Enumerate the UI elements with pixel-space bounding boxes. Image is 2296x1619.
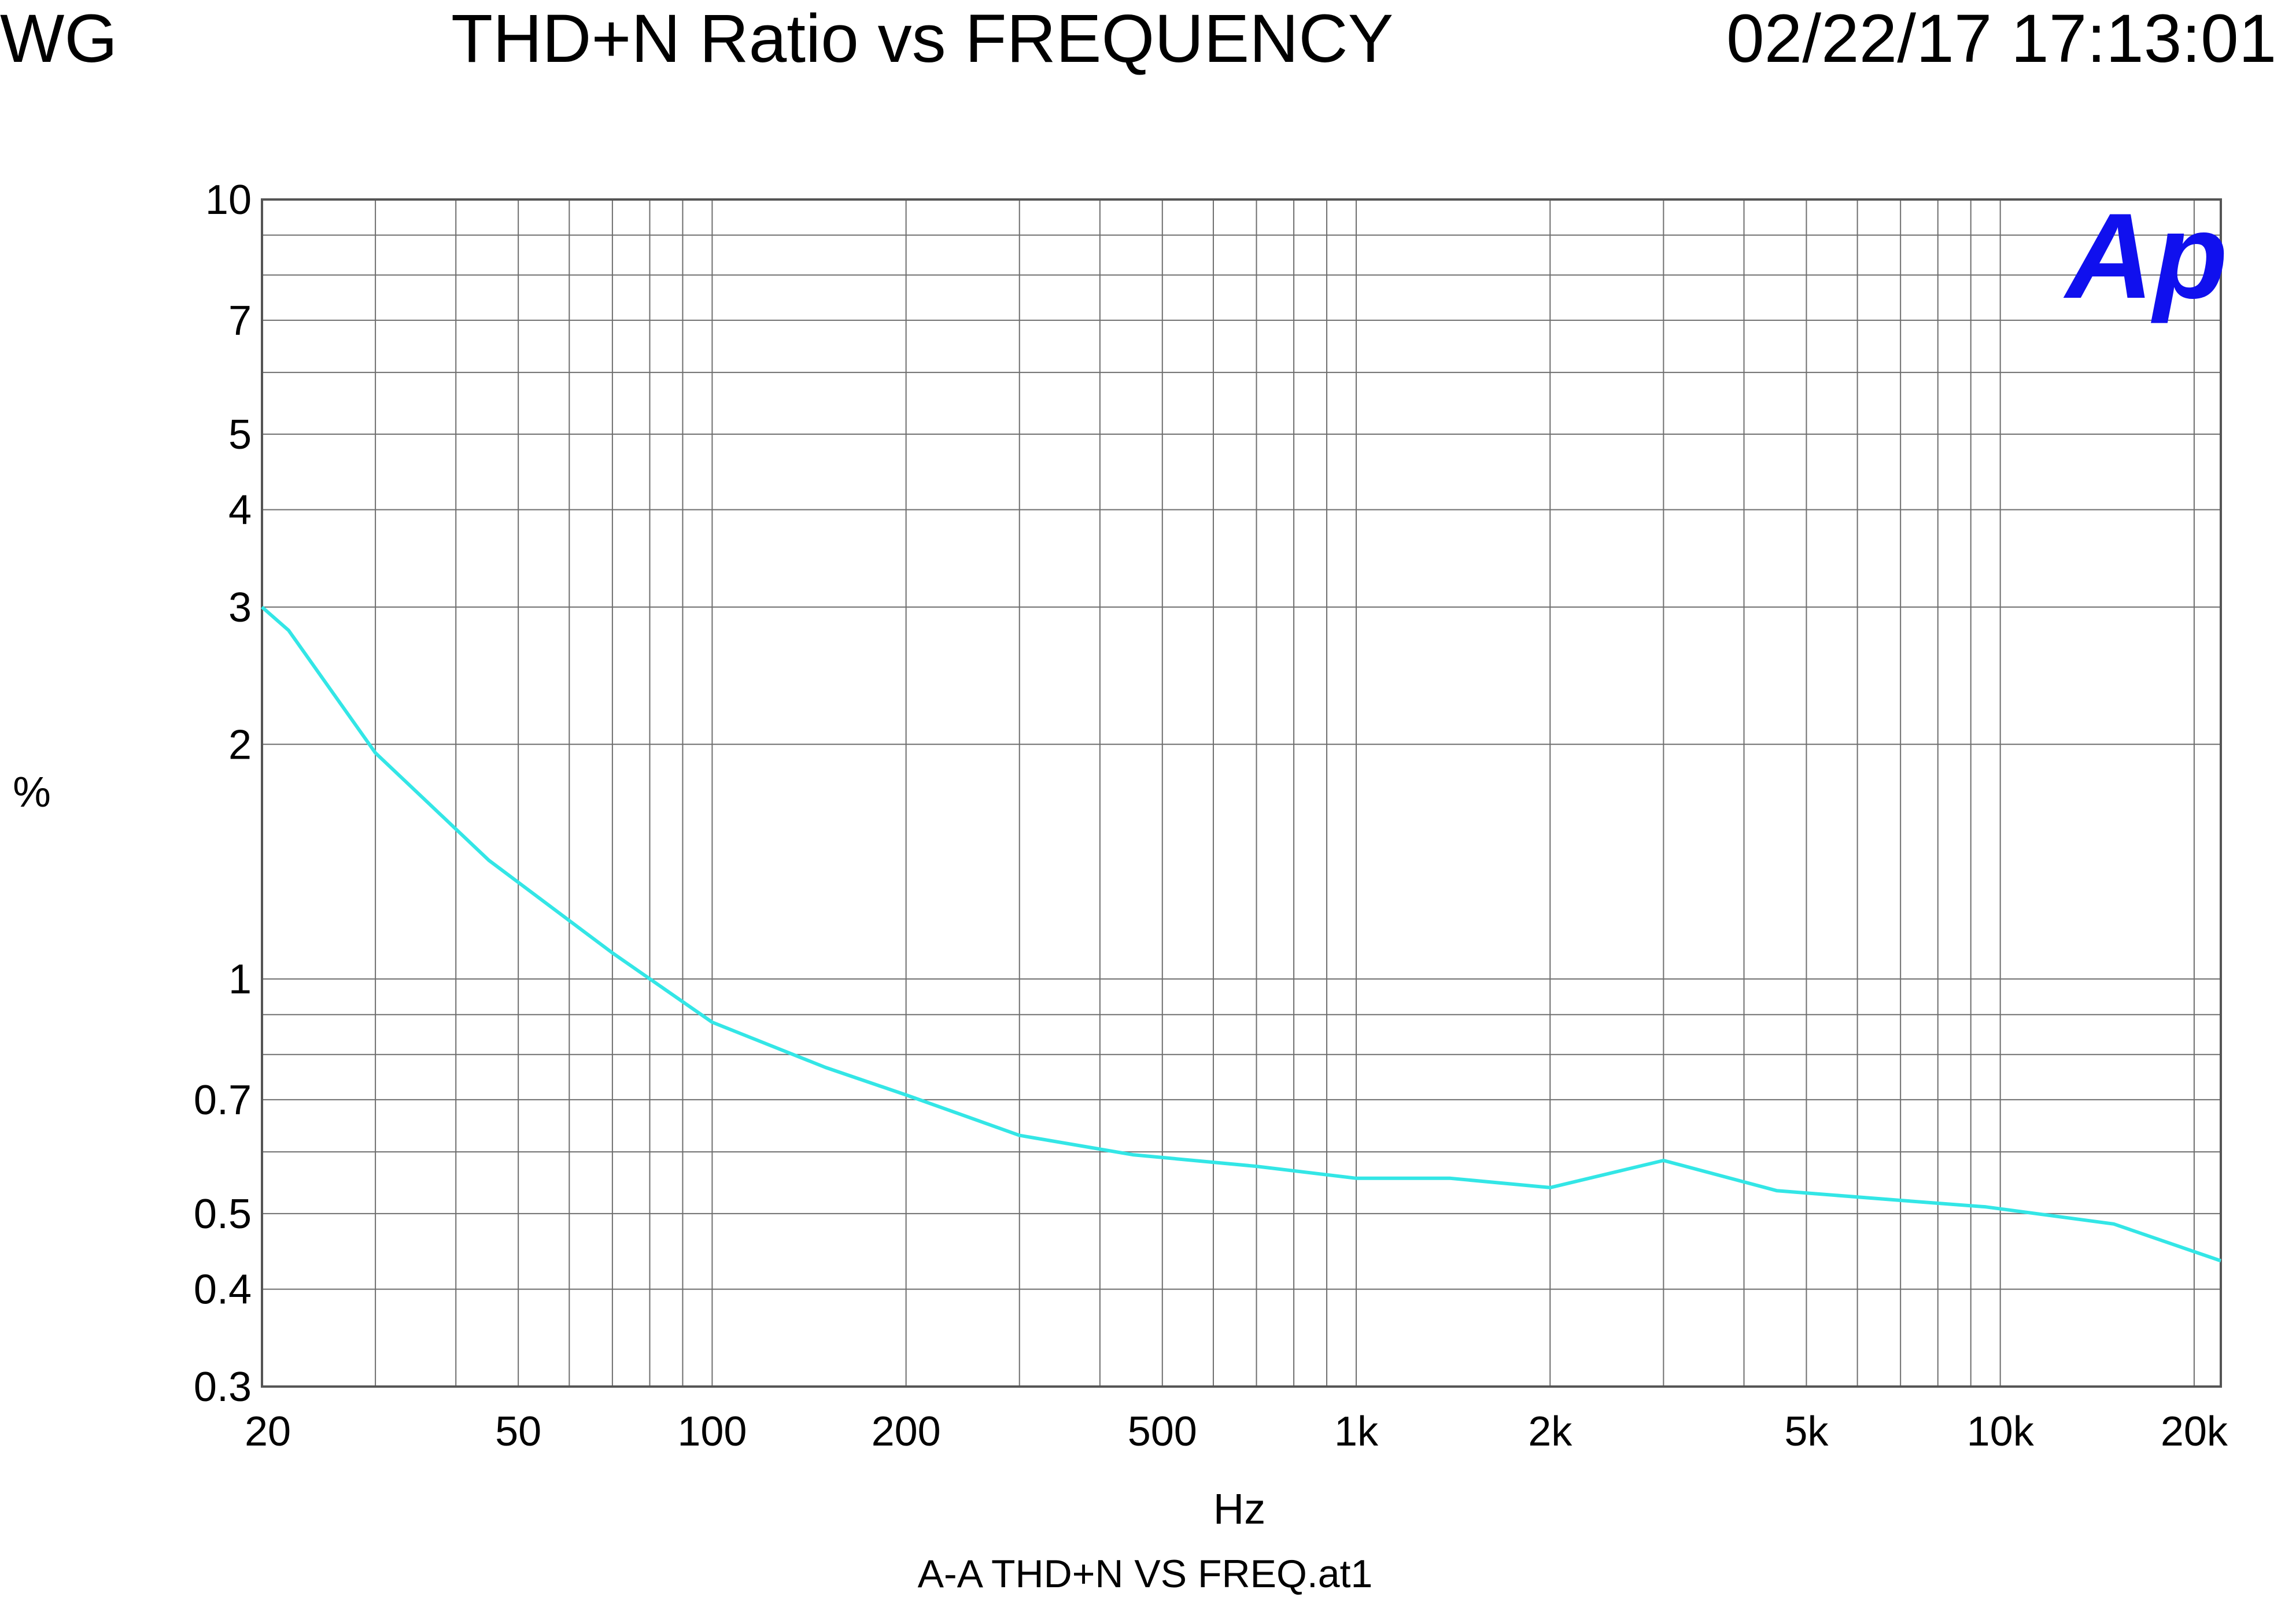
x-tick-label: 5k	[1784, 1409, 1829, 1455]
y-tick-label: 7	[228, 298, 252, 344]
y-tick-label: 2	[228, 722, 252, 768]
x-tick-label: 1k	[1334, 1409, 1379, 1455]
x-tick-labels: 20 50 100 200 500 1k 2k 5k 10k 20k	[245, 1409, 2228, 1455]
timestamp: 02/22/17 17:13:01	[1726, 1, 2277, 77]
y-tick-label: 10	[205, 177, 252, 223]
y-tick-label: 1	[228, 956, 252, 1003]
y-axis-label: %	[13, 768, 51, 816]
x-tick-label: 50	[495, 1409, 541, 1455]
grid	[261, 199, 2221, 1387]
y-tick-label: 5	[228, 412, 252, 458]
y-tick-labels: 10 7 5 4 3 2 1 0.7 0.5 0.4 0.3	[194, 177, 252, 1410]
thd-n-series-line	[261, 605, 2221, 1263]
y-tick-label: 0.5	[194, 1191, 252, 1237]
chart-title: THD+N Ratio vs FREQUENCY	[451, 1, 1394, 77]
series-trace	[261, 605, 2221, 1263]
ap-logo: Ap	[2063, 188, 2228, 324]
x-tick-label: 2k	[1528, 1409, 1572, 1455]
y-tick-label: 0.4	[194, 1267, 252, 1313]
y-tick-label: 0.7	[194, 1077, 252, 1123]
x-tick-label: 500	[1128, 1409, 1197, 1455]
y-tick-label: 4	[228, 487, 252, 533]
x-tick-label: 100	[677, 1409, 747, 1455]
y-tick-label: 3	[228, 585, 252, 631]
footer-filename: A-A THD+N VS FREQ.at1	[918, 1552, 1373, 1596]
y-tick-label: 0.3	[194, 1364, 252, 1410]
x-tick-label: 20k	[2161, 1409, 2228, 1455]
plot-frame	[261, 198, 2222, 1388]
x-tick-label: 200	[872, 1409, 941, 1455]
x-axis-label: Hz	[1213, 1485, 1265, 1533]
x-tick-label: 10k	[1967, 1409, 2035, 1455]
x-tick-label: 20	[245, 1409, 291, 1455]
header-left-label: WG	[0, 1, 118, 77]
